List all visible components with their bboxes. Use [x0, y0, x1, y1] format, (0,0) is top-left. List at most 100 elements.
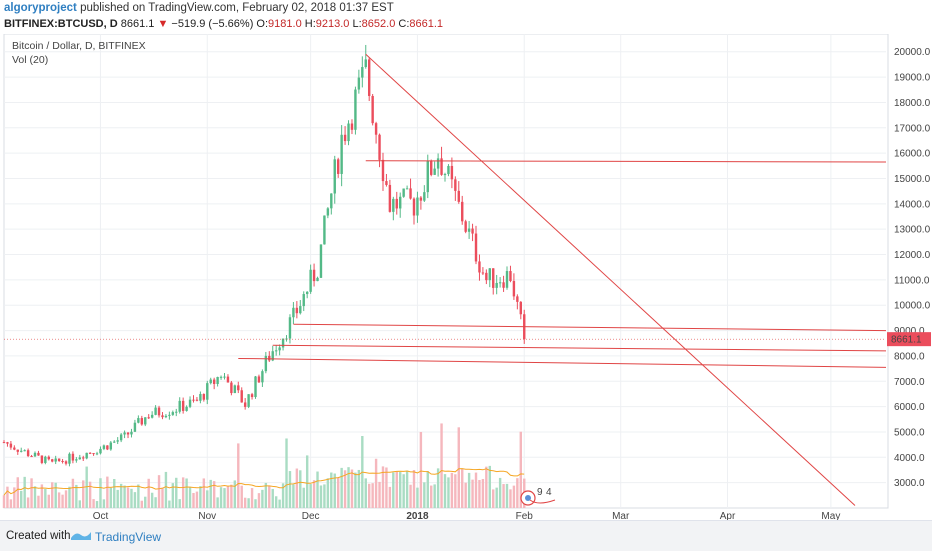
volume-bar: [219, 487, 223, 508]
volume-bar: [195, 491, 199, 508]
volume-bar: [150, 492, 154, 508]
indicator-label: Vol (20): [12, 54, 48, 66]
volume-bar: [302, 487, 305, 508]
candle-body: [88, 452, 92, 454]
candle-body: [61, 460, 64, 462]
candle-body: [175, 411, 178, 413]
volume-bar: [223, 488, 226, 508]
support-2-line: [272, 344, 887, 352]
candle-body: [454, 179, 457, 191]
volume-bar: [57, 492, 61, 508]
volume-bar: [192, 492, 195, 508]
candle-body: [467, 228, 471, 232]
candle-body: [419, 197, 423, 201]
chart-title: Bitcoin / Dollar, D, BITFINEX: [12, 40, 146, 52]
close-label: C:: [398, 18, 410, 30]
volume-bar: [13, 487, 16, 508]
y-tick-label: 9000.0: [894, 326, 925, 337]
candle-body: [137, 418, 140, 423]
volume-bar: [206, 490, 209, 508]
price-chart[interactable]: 20000.0 19000.0 18000.0 17000.0 16000.0 15000…: [0, 34, 932, 520]
volume-bars: [2, 423, 526, 508]
volume-bar: [423, 482, 426, 508]
candle-body: [299, 306, 302, 314]
time-axis: Oct Nov Dec 2018 Feb Mar Apr May: [93, 511, 841, 520]
trendline-line: [365, 53, 856, 506]
high-value: 9213.0: [315, 18, 350, 30]
volume-bar: [130, 488, 133, 508]
volume-bar: [457, 427, 460, 508]
volume-bar: [471, 479, 474, 508]
volume-bar: [419, 431, 423, 508]
candle-body: [171, 412, 175, 415]
volume-bar: [440, 423, 443, 508]
candle-body: [51, 459, 54, 462]
candle-body: [319, 244, 323, 278]
x-tick-label: Dec: [302, 511, 320, 520]
candle-body: [426, 160, 429, 193]
candle-body: [140, 418, 144, 425]
volume-bar: [285, 438, 288, 508]
volume-bar: [323, 484, 326, 508]
volume-bar: [433, 484, 436, 508]
author-name[interactable]: algoryproject: [4, 2, 77, 14]
candle-body: [147, 417, 150, 419]
candle-body: [212, 379, 216, 384]
volume-bar: [154, 497, 157, 508]
volume-bar: [268, 486, 271, 508]
volume-bar: [78, 500, 82, 508]
candle-body: [316, 277, 319, 282]
candle-body: [133, 422, 137, 432]
candle-body: [16, 449, 19, 452]
candle-body: [492, 268, 495, 288]
volume-bar: [178, 499, 181, 508]
y-tick-label: 7000.0: [894, 377, 925, 388]
candle-body: [30, 456, 33, 458]
volume-bar: [367, 483, 371, 508]
volume-bar: [61, 494, 64, 508]
y-tick-label: 17000.0: [894, 123, 931, 134]
candle-body: [192, 399, 195, 401]
volume-bar: [126, 487, 130, 508]
price-axis: 20000.0 19000.0 18000.0 17000.0 16000.0 15000…: [887, 47, 931, 489]
volume-bar: [461, 468, 464, 508]
x-tick-label: Oct: [93, 511, 109, 520]
candle-body: [292, 307, 295, 318]
volume-bar: [175, 477, 178, 508]
volume-bar: [68, 486, 71, 508]
candle-body: [330, 193, 333, 209]
volume-bar: [140, 500, 144, 508]
volume-bar: [30, 478, 33, 508]
volume-bar: [209, 479, 212, 508]
volume-bar: [51, 482, 54, 508]
volume-bar: [119, 483, 123, 508]
tradingview-brand-link[interactable]: TradingView: [95, 530, 162, 544]
volume-bar: [47, 494, 50, 508]
volume-bar: [233, 480, 237, 508]
candle-body: [13, 447, 16, 450]
y-tick-label: 19000.0: [894, 73, 931, 84]
candle-body: [488, 268, 491, 281]
volume-bar: [71, 478, 75, 508]
volume-bar: [54, 482, 57, 508]
volume-bar: [123, 485, 126, 508]
volume-bar: [519, 431, 523, 508]
candle-body: [409, 188, 412, 199]
candle-body: [206, 383, 209, 400]
volume-bar: [385, 467, 388, 508]
volume-bar: [161, 487, 164, 508]
volume-bar: [412, 469, 416, 508]
published-text: published on TradingView.com, February 0…: [80, 2, 394, 14]
y-tick-label: 18000.0: [894, 98, 931, 109]
volume-bar: [316, 471, 319, 508]
volume-bar: [409, 484, 412, 508]
y-tick-label: 13000.0: [894, 225, 931, 236]
events-badge[interactable]: 9 4: [520, 487, 556, 506]
candle-body: [309, 269, 312, 292]
candle-body: [392, 198, 395, 212]
volume-bar: [226, 485, 230, 508]
candle-body: [82, 457, 85, 459]
change-arrow-icon: ▼: [157, 18, 169, 30]
candle-body: [281, 338, 285, 348]
volume-bar: [336, 477, 340, 508]
